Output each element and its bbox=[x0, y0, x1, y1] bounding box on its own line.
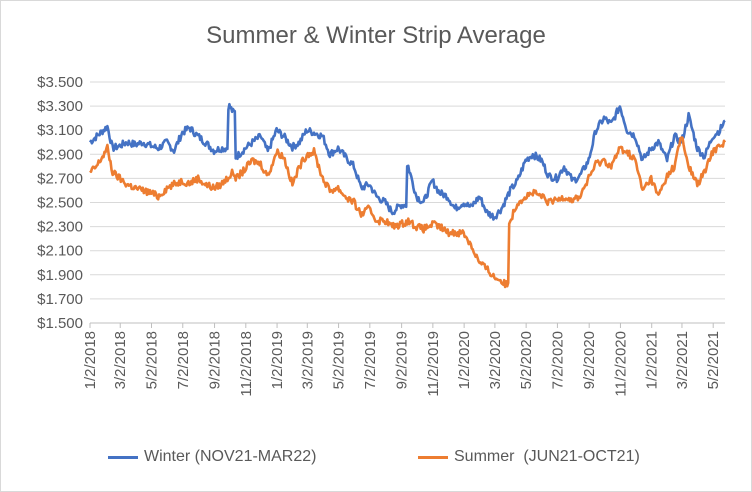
x-tick-label: 3/2/2021 bbox=[674, 331, 691, 389]
legend-item-winter: Winter (NOV21-MAR22) bbox=[108, 448, 316, 466]
x-tick-label: 11/2/2018 bbox=[238, 331, 255, 397]
x-tick-label: 5/2/2019 bbox=[331, 331, 348, 389]
x-axis: 1/2/2018 3/2/2018 5/2/2018 7/2/2018 9/2/2018… bbox=[82, 322, 725, 397]
x-tick-label: 3/2/2019 bbox=[299, 331, 316, 389]
x-tick-label: 7/2/2019 bbox=[362, 331, 379, 389]
y-tick-label: $2.500 bbox=[37, 195, 83, 212]
legend-swatch-summer bbox=[418, 455, 448, 459]
x-tick-label: 1/2/2021 bbox=[644, 331, 661, 389]
x-tick-label: 1/2/2018 bbox=[82, 331, 99, 389]
x-tick-label: 3/2/2018 bbox=[112, 331, 129, 389]
x-tick-label: 11/2/2019 bbox=[425, 331, 442, 397]
x-tick-label: 11/2/2020 bbox=[612, 331, 629, 397]
legend: Winter (NOV21-MAR22) Summer (JUN21-OCT21… bbox=[0, 448, 752, 472]
x-tick-label: 7/2/2020 bbox=[549, 331, 566, 389]
legend-swatch-winter bbox=[108, 455, 138, 459]
x-tick-label: 9/2/2019 bbox=[394, 331, 411, 389]
y-tick-label: $1.900 bbox=[37, 267, 83, 284]
x-tick-label: 9/2/2020 bbox=[581, 331, 598, 389]
y-axis-tick-labels: $1.500 $1.700 $1.900 $2.100 $2.300 $2.500 $2.7… bbox=[37, 74, 83, 332]
legend-label-winter: Winter (NOV21-MAR22) bbox=[144, 448, 317, 465]
y-tick-label: $3.100 bbox=[37, 122, 83, 139]
x-tick-label: 9/2/2018 bbox=[207, 331, 224, 389]
chart-title: Summer & Winter Strip Average bbox=[206, 22, 546, 49]
y-tick-label: $2.100 bbox=[37, 243, 83, 260]
x-tick-label: 5/2/2020 bbox=[518, 331, 535, 389]
y-tick-label: $3.500 bbox=[37, 74, 83, 91]
y-tick-label: $3.300 bbox=[37, 98, 83, 115]
x-tick-label: 1/2/2020 bbox=[456, 331, 473, 389]
y-tick-label: $2.700 bbox=[37, 170, 83, 187]
x-tick-label: 5/2/2018 bbox=[144, 331, 161, 389]
series-line-winter bbox=[88, 102, 726, 221]
legend-label-summer: Summer (JUN21-OCT21) bbox=[454, 448, 640, 465]
x-tick-label: 3/2/2020 bbox=[487, 331, 504, 389]
x-tick-label: 7/2/2018 bbox=[175, 331, 192, 389]
x-tick-label: 5/2/2021 bbox=[705, 331, 722, 389]
x-tick-label: 1/2/2019 bbox=[269, 331, 286, 389]
y-tick-label: $2.300 bbox=[37, 219, 83, 236]
legend-item-summer: Summer (JUN21-OCT21) bbox=[418, 448, 640, 466]
y-tick-label: $1.500 bbox=[37, 315, 83, 332]
series-lines bbox=[88, 102, 727, 289]
series-line-summer bbox=[89, 136, 727, 289]
y-tick-label: $1.700 bbox=[37, 291, 83, 308]
y-tick-label: $2.900 bbox=[37, 146, 83, 163]
